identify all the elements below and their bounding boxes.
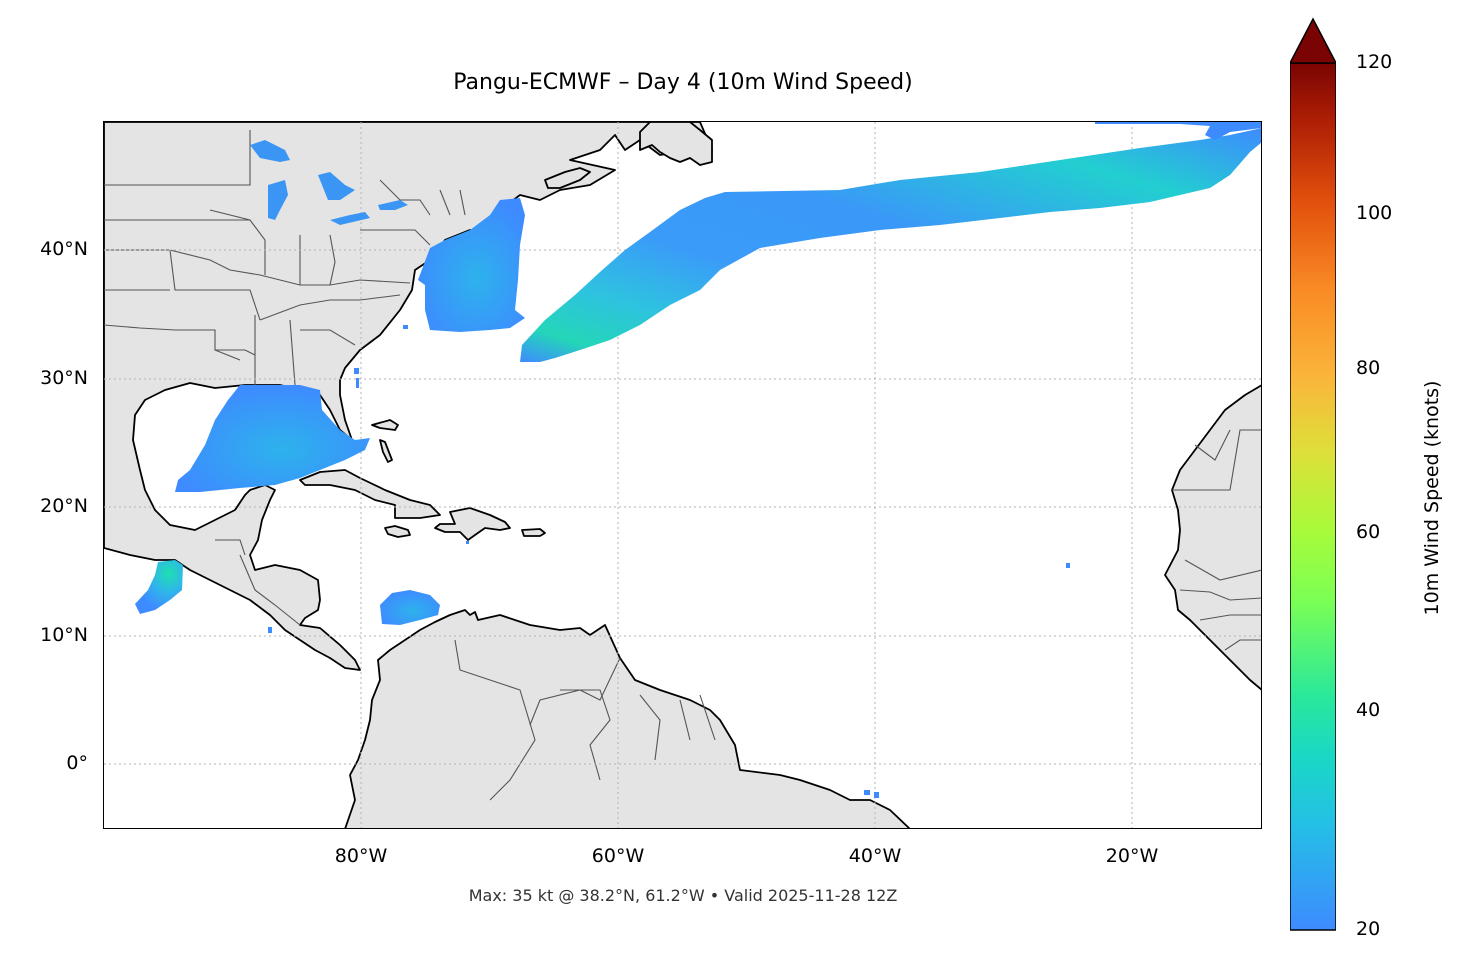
newfoundland-land — [639, 122, 713, 166]
jet-band-wind-area — [520, 128, 1262, 362]
political-borders-layer — [104, 130, 1262, 801]
colorbar-tick-label: 80 — [1356, 357, 1381, 379]
south-america-land — [344, 609, 911, 829]
puerto-rico-land — [521, 528, 546, 537]
tehuantepec-wind-area — [135, 560, 183, 614]
colorbar — [1288, 16, 1344, 932]
colorbar-axis-label: 10m Wind Speed (knots) — [1421, 380, 1443, 616]
x-tick-label: 40°W — [848, 845, 902, 867]
y-tick-label: 20°N — [40, 495, 88, 517]
land-layer — [104, 122, 1262, 829]
cuba-land — [299, 469, 441, 519]
gulf-of-mexico-wind-area — [175, 385, 370, 492]
colorbar-tick-label: 60 — [1356, 521, 1381, 543]
jet-band-wind-area — [1095, 122, 1262, 140]
jamaica-land — [384, 525, 411, 538]
x-tick-label: 80°W — [334, 845, 388, 867]
y-tick-label: 0° — [66, 752, 88, 774]
colorbar-tick-label: 20 — [1356, 918, 1381, 940]
colorbar-gradient — [1289, 62, 1337, 931]
x-tick-label: 60°W — [591, 845, 645, 867]
colorbar-tick-label: 40 — [1356, 699, 1381, 721]
caribbean-colombia-wind-area — [380, 590, 440, 625]
nova-scotia-land — [544, 167, 591, 189]
max-wind-annotation: Max: 35 kt @ 38.2°N, 61.2°W • Valid 2025… — [468, 886, 898, 905]
bahamas-land — [371, 419, 399, 431]
y-tick-label: 40°N — [40, 238, 88, 260]
map-plot-area — [104, 122, 1262, 829]
graticule — [104, 122, 1262, 829]
wind-speed-layer — [135, 122, 1262, 798]
us-east-coast-wind-area — [418, 198, 525, 332]
colorbar-tick-label: 120 — [1356, 51, 1393, 73]
y-tick-label: 10°N — [40, 624, 88, 646]
isolated-wind-pixels — [268, 325, 1070, 798]
chart-title: Pangu-ECMWF – Day 4 (10m Wind Speed) — [453, 70, 913, 95]
y-tick-label: 30°N — [40, 367, 88, 389]
colorbar-extend-arrow — [1288, 17, 1338, 64]
x-tick-label: 20°W — [1105, 845, 1159, 867]
great-lakes-wind-area — [250, 140, 408, 225]
colorbar-tick-label: 100 — [1356, 202, 1393, 224]
bahamas-land — [379, 439, 393, 463]
north-america-land — [104, 122, 713, 671]
africa-land — [1164, 384, 1262, 691]
hispaniola-land — [434, 507, 511, 541]
